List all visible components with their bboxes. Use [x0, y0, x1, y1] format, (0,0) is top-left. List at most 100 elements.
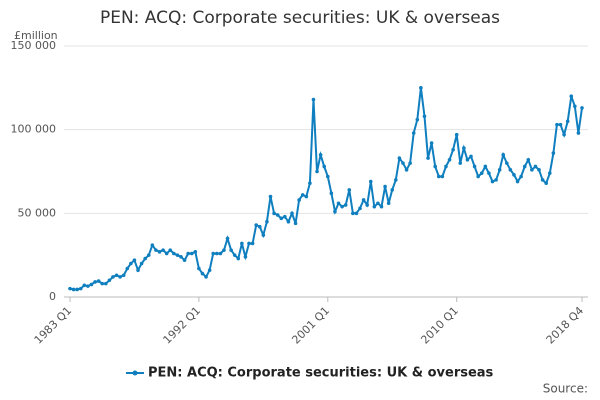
data-point — [519, 174, 523, 179]
data-point — [451, 147, 455, 152]
data-point — [311, 97, 316, 102]
y-tick-label: 0 — [49, 290, 56, 303]
data-point — [508, 168, 513, 172]
data-point — [408, 161, 412, 165]
data-point — [447, 157, 452, 162]
data-point — [114, 273, 119, 278]
data-point — [75, 287, 79, 292]
data-point — [426, 156, 430, 160]
data-point — [86, 284, 90, 288]
data-point — [565, 119, 570, 124]
data-point — [526, 157, 531, 162]
data-point — [243, 255, 248, 259]
data-point — [454, 132, 459, 137]
source: Source: — [543, 382, 588, 396]
data-point — [179, 255, 183, 259]
data-point — [261, 233, 266, 237]
data-point — [182, 258, 187, 262]
data-point — [132, 258, 137, 262]
data-point — [404, 168, 409, 172]
data-point — [265, 219, 269, 224]
data-point — [354, 211, 359, 216]
data-point — [129, 261, 133, 266]
data-point — [290, 211, 294, 216]
data-point — [472, 164, 477, 169]
data-point — [440, 174, 445, 179]
data-point — [125, 266, 130, 271]
data-point — [555, 122, 559, 127]
data-point — [318, 152, 323, 157]
data-point — [376, 201, 380, 206]
data-point — [340, 204, 344, 209]
x-tick-label: 2001 Q1 — [289, 304, 332, 347]
data-point — [347, 188, 352, 192]
data-point — [444, 164, 448, 169]
data-point — [193, 250, 198, 254]
data-point — [300, 193, 305, 197]
data-point — [214, 251, 219, 256]
data-point — [490, 179, 495, 184]
data-point — [93, 280, 97, 284]
data-point — [365, 203, 369, 207]
data-point — [383, 184, 387, 189]
data-point — [476, 174, 480, 179]
data-point — [580, 106, 584, 110]
data-point — [551, 151, 556, 155]
data-point — [236, 256, 241, 261]
data-point — [433, 164, 438, 169]
data-point — [78, 286, 83, 291]
data-point — [68, 286, 72, 291]
data-point — [283, 214, 287, 219]
data-point — [254, 223, 258, 227]
data-point — [394, 178, 398, 182]
x-tick-label: 1992 Q1 — [161, 304, 204, 347]
data-point — [569, 94, 574, 98]
data-point — [462, 146, 466, 150]
data-point — [397, 156, 402, 160]
data-point — [286, 219, 291, 224]
data-point — [118, 275, 122, 279]
data-point — [501, 152, 506, 157]
data-point — [143, 256, 147, 261]
data-point — [104, 281, 108, 286]
data-point — [240, 241, 244, 246]
data-point — [401, 161, 405, 165]
data-point — [544, 181, 548, 186]
data-point — [390, 188, 395, 192]
data-point — [168, 248, 173, 252]
y-tick-label: 150 000 — [11, 39, 57, 52]
data-point — [458, 161, 463, 165]
data-point — [197, 266, 201, 271]
data-point — [537, 168, 541, 172]
data-point — [333, 209, 337, 214]
data-point — [172, 251, 176, 256]
data-point — [247, 241, 251, 246]
data-point — [358, 206, 362, 211]
data-point — [505, 161, 509, 165]
data-point — [379, 204, 384, 209]
data-point — [540, 178, 545, 182]
data-point — [522, 164, 527, 169]
data-point — [297, 198, 301, 202]
data-point — [222, 248, 226, 252]
y-tick-label: 100 000 — [11, 123, 57, 136]
data-point — [96, 279, 101, 283]
data-point — [175, 253, 180, 257]
data-point — [351, 211, 355, 216]
data-point — [368, 179, 373, 184]
data-point — [154, 248, 158, 252]
data-point — [512, 173, 516, 177]
legend-label: PEN: ACQ: Corporate securities: UK & ove… — [148, 366, 494, 381]
data-point — [562, 132, 566, 137]
data-point — [494, 178, 498, 182]
data-point — [71, 287, 76, 292]
data-point — [487, 171, 491, 175]
data-point — [386, 201, 391, 206]
data-point — [573, 104, 577, 109]
data-point — [422, 114, 427, 119]
data-point — [411, 131, 416, 135]
data-point — [315, 169, 319, 174]
data-point — [189, 251, 194, 256]
data-point — [121, 273, 126, 278]
data-point — [304, 194, 309, 199]
